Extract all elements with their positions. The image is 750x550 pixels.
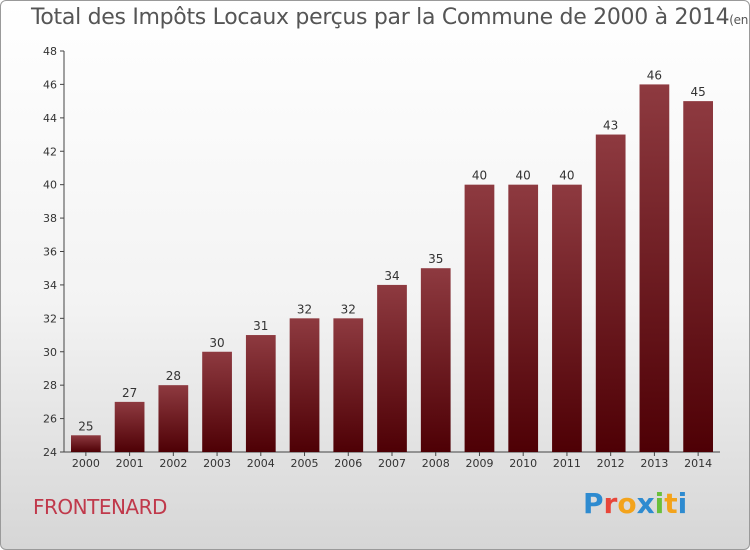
x-tick-label: 2001 [116, 457, 144, 470]
x-tick-label: 2013 [640, 457, 668, 470]
bar-value-label: 27 [122, 386, 137, 400]
axes: 24 26 28 30 32 34 36 38 40 42 44 46 48 2000 2001 2002 20… [43, 45, 720, 470]
bar [289, 318, 320, 452]
y-tick-label: 24 [43, 446, 57, 459]
logo-letter: t [664, 487, 678, 520]
bar [333, 318, 364, 452]
x-tick-label: 2002 [159, 457, 187, 470]
logo-letter: P [583, 487, 604, 520]
x-tick-label: 2011 [553, 457, 581, 470]
unit-note: (en milliers d'€) [729, 13, 749, 27]
bar-value-label: 35 [428, 252, 443, 266]
y-tick-label: 32 [43, 312, 57, 325]
commune-name: FRONTENARD [33, 495, 167, 519]
value-labels: 25 27 28 30 31 32 32 34 35 40 40 40 43 46 45 [78, 68, 706, 433]
bars [70, 84, 714, 453]
y-tick-label: 28 [43, 379, 57, 392]
y-tick-label: 46 [43, 78, 57, 91]
x-tick-label: 2014 [684, 457, 712, 470]
bar-value-label: 30 [209, 336, 224, 350]
x-tick-label: 2012 [597, 457, 625, 470]
x-tick-label: 2010 [509, 457, 537, 470]
bar [114, 401, 145, 452]
y-tick-label: 42 [43, 145, 57, 158]
x-tick-label: 2003 [203, 457, 231, 470]
bar-value-label: 40 [472, 169, 487, 183]
y-tick-label: 38 [43, 212, 57, 225]
bar [377, 284, 407, 452]
x-tick-label: 2000 [72, 457, 100, 470]
bar [639, 84, 670, 453]
bar [202, 351, 232, 452]
y-tick-label: 40 [43, 179, 57, 192]
y-tick-label: 34 [43, 279, 57, 292]
logo-letter: x [636, 487, 655, 520]
y-tick-label: 26 [43, 413, 57, 426]
x-tick-label: 2004 [247, 457, 275, 470]
bar-value-label: 43 [603, 119, 618, 133]
x-tick-label: 2006 [334, 457, 362, 470]
bar-value-label: 31 [253, 319, 268, 333]
bar-value-label: 40 [516, 169, 531, 183]
logo-letter: i [654, 487, 665, 520]
bar [420, 268, 451, 452]
y-tick-label: 36 [43, 246, 57, 259]
title-text: Total des Impôts Locaux perçus par la Co… [31, 5, 730, 30]
logo-letter: o [617, 487, 637, 520]
y-tick-label: 44 [43, 112, 57, 125]
bar [683, 101, 714, 452]
bar-value-label: 45 [690, 85, 705, 99]
bar [158, 385, 189, 452]
bar-value-label: 28 [166, 369, 181, 383]
bar [552, 184, 582, 452]
bar-value-label: 32 [341, 302, 356, 316]
bar [70, 435, 101, 452]
y-tick-label: 48 [43, 45, 57, 58]
bar [508, 184, 539, 452]
bar-value-label: 32 [297, 302, 312, 316]
bar-value-label: 25 [78, 419, 93, 433]
bar-value-label: 46 [647, 68, 662, 82]
bar-value-label: 40 [559, 169, 574, 183]
logo-letter: r [603, 487, 618, 520]
x-tick-label: 2007 [378, 457, 406, 470]
bar-value-label: 34 [384, 269, 399, 283]
y-tick-label: 30 [43, 346, 57, 359]
bar [245, 335, 276, 452]
proxiti-logo: Proxiti [583, 487, 687, 520]
chart-title: Total des Impôts Locaux perçus par la Co… [31, 5, 749, 30]
logo-letter: i [677, 487, 688, 520]
bar [464, 184, 495, 452]
x-tick-label: 2008 [422, 457, 450, 470]
x-tick-label: 2009 [465, 457, 493, 470]
bar [595, 134, 626, 452]
x-tick-label: 2005 [291, 457, 319, 470]
